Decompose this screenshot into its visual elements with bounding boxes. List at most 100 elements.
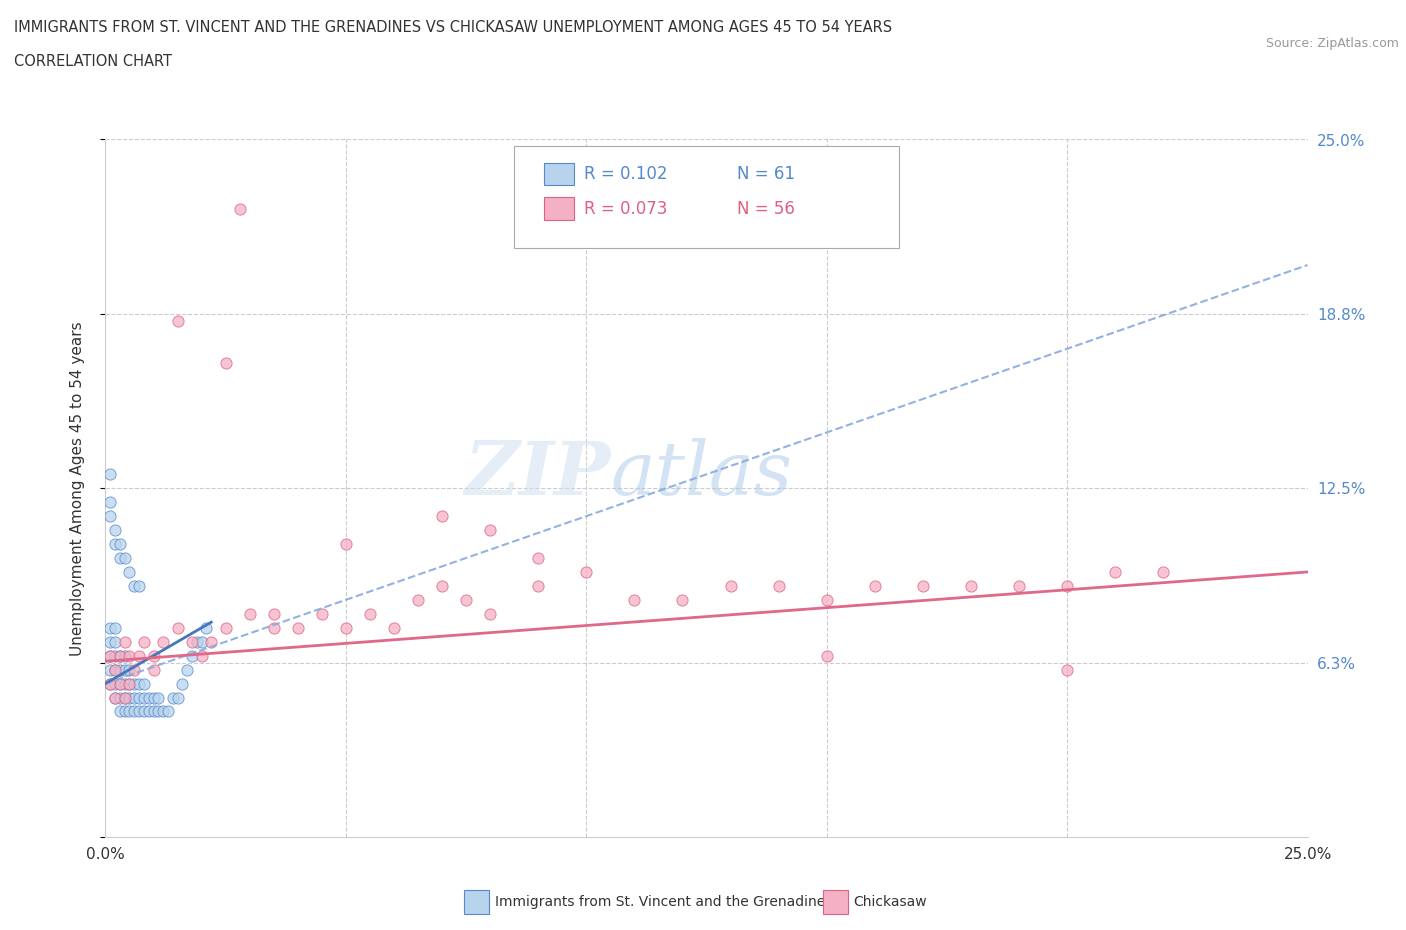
Point [214, 355, 236, 370]
Text: CORRELATION CHART: CORRELATION CHART [14, 54, 172, 69]
Point [132, 676, 155, 691]
Point [623, 592, 645, 607]
Point [1056, 662, 1078, 677]
Point [98, 662, 121, 677]
Point [214, 620, 236, 635]
Point [98, 676, 121, 691]
Point [108, 551, 131, 565]
Point [138, 704, 160, 719]
Point [124, 704, 146, 719]
Text: Chickasaw: Chickasaw [853, 895, 927, 910]
Point [142, 704, 165, 719]
Point [104, 537, 127, 551]
Point [815, 592, 838, 607]
Point [527, 578, 550, 593]
Point [118, 662, 141, 677]
Point [186, 634, 208, 649]
Point [132, 690, 155, 705]
Point [118, 648, 141, 663]
Point [104, 690, 127, 705]
Point [118, 676, 141, 691]
Point [108, 690, 131, 705]
Point [104, 676, 127, 691]
Point [114, 551, 136, 565]
Point [263, 620, 285, 635]
Point [124, 662, 146, 677]
Point [98, 634, 121, 649]
Point [118, 565, 141, 579]
Point [118, 676, 141, 691]
Point [98, 495, 121, 510]
Point [200, 634, 222, 649]
Point [335, 537, 357, 551]
Point [98, 509, 121, 524]
Point [128, 690, 150, 705]
Point [108, 648, 131, 663]
Point [172, 676, 194, 691]
Point [104, 523, 127, 538]
Point [114, 648, 136, 663]
Point [114, 676, 136, 691]
Point [430, 578, 453, 593]
Text: ZIP: ZIP [464, 438, 610, 511]
Point [104, 620, 127, 635]
Point [815, 648, 838, 663]
Point [114, 704, 136, 719]
Point [104, 690, 127, 705]
Point [104, 662, 127, 677]
Text: Immigrants from St. Vincent and the Grenadines: Immigrants from St. Vincent and the Gren… [495, 895, 832, 910]
Point [406, 592, 429, 607]
Point [108, 676, 131, 691]
Point [960, 578, 983, 593]
Point [104, 648, 127, 663]
Point [114, 662, 136, 677]
Point [863, 578, 886, 593]
Point [166, 313, 188, 328]
Point [124, 578, 146, 593]
Point [911, 578, 934, 593]
Point [114, 690, 136, 705]
Text: N = 61: N = 61 [737, 165, 794, 182]
Point [527, 551, 550, 565]
Point [311, 606, 333, 621]
Point [430, 509, 453, 524]
Point [98, 467, 121, 482]
Point [152, 634, 174, 649]
Point [104, 662, 127, 677]
Point [239, 606, 262, 621]
Point [142, 662, 165, 677]
Point [190, 648, 212, 663]
Point [359, 606, 381, 621]
Point [128, 704, 150, 719]
Point [181, 648, 204, 663]
Text: Source: ZipAtlas.com: Source: ZipAtlas.com [1265, 37, 1399, 50]
Point [1008, 578, 1031, 593]
Point [454, 592, 477, 607]
Point [671, 592, 693, 607]
Point [1056, 578, 1078, 593]
Point [768, 578, 790, 593]
Point [132, 704, 155, 719]
Text: N = 56: N = 56 [737, 200, 794, 218]
Point [108, 676, 131, 691]
Point [479, 606, 502, 621]
Point [108, 648, 131, 663]
Point [128, 578, 150, 593]
Point [128, 648, 150, 663]
Point [148, 704, 170, 719]
Point [152, 704, 174, 719]
Point [108, 537, 131, 551]
Point [382, 620, 405, 635]
Point [118, 690, 141, 705]
FancyBboxPatch shape [515, 147, 898, 247]
Point [479, 523, 502, 538]
Point [98, 648, 121, 663]
Point [98, 676, 121, 691]
Point [142, 648, 165, 663]
Point [98, 648, 121, 663]
Text: R = 0.102: R = 0.102 [583, 165, 668, 182]
Point [108, 704, 131, 719]
Point [132, 634, 155, 649]
Point [138, 690, 160, 705]
Point [124, 676, 146, 691]
